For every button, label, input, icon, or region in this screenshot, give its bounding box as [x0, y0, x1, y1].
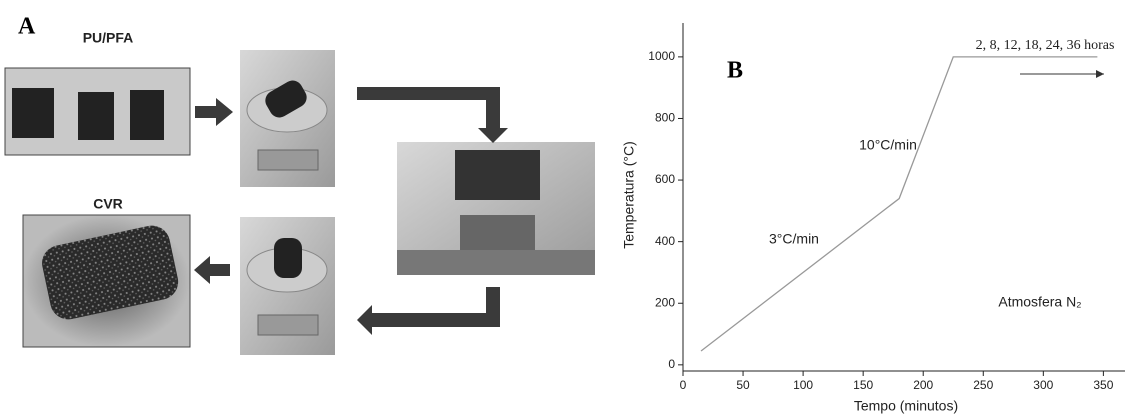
x-tick-label: 0 — [680, 378, 687, 392]
sample-label: CVR — [93, 196, 123, 212]
x-tick-label: 300 — [1033, 378, 1053, 392]
y-axis-title: Temperatura (°C) — [621, 141, 637, 249]
x-tick-label: 200 — [913, 378, 933, 392]
y-tick-label: 200 — [655, 295, 675, 309]
annotation-arrow — [1096, 70, 1104, 78]
annotation: 10°C/min — [859, 137, 917, 153]
panel-label: B — [727, 58, 743, 84]
y-tick-label: 1000 — [648, 49, 675, 63]
photo — [4, 67, 191, 156]
y-tick-label: 0 — [668, 357, 675, 371]
y-tick-label: 400 — [655, 234, 675, 248]
panel-label: A — [18, 14, 36, 40]
x-tick-label: 250 — [973, 378, 993, 392]
y-tick-label: 800 — [655, 111, 675, 125]
annotation: 3°C/min — [769, 231, 819, 247]
photo — [240, 217, 335, 355]
x-tick-label: 350 — [1093, 378, 1113, 392]
annotation: Atmosfera N₂ — [998, 294, 1081, 310]
line — [700, 56, 1098, 352]
photo — [240, 50, 335, 187]
x-tick-label: 50 — [736, 378, 750, 392]
photo — [397, 142, 595, 275]
sample-label: PU/PFA — [83, 30, 134, 46]
photo — [22, 214, 191, 348]
x-tick-label: 150 — [853, 378, 873, 392]
x-tick-label: 100 — [793, 378, 813, 392]
annotation: 2, 8, 12, 18, 24, 36 horas — [976, 38, 1115, 53]
chart: 0 200 400 600 800 1000 0 50 100 150 200 250 300 350 — [648, 23, 1125, 392]
arrows — [194, 87, 508, 335]
y-tick-label: 600 — [655, 172, 675, 186]
x-axis-title: Tempo (minutos) — [854, 398, 958, 414]
